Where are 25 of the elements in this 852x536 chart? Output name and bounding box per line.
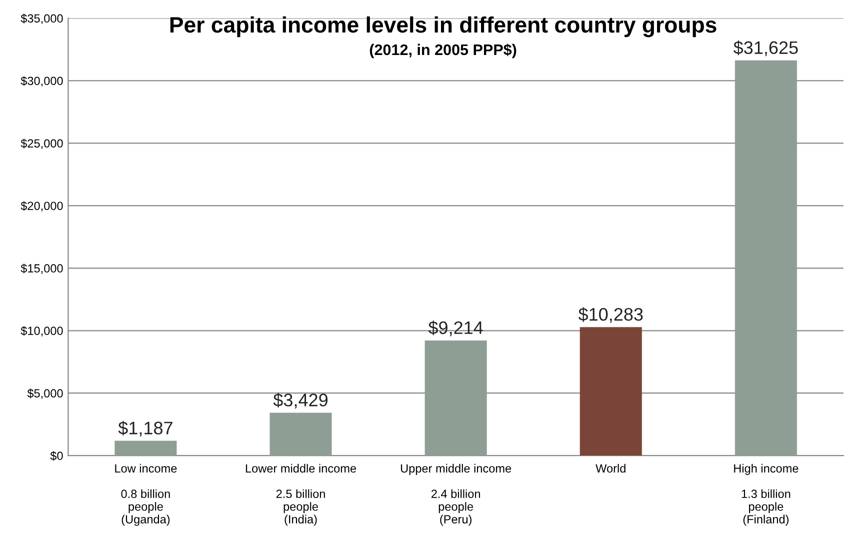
data-label: $3,429 bbox=[273, 392, 328, 409]
category-label: Upper middle income 2.4 billion people (Peru) bbox=[400, 464, 512, 526]
category-label: Low income 0.8 billion people (Uganda) bbox=[115, 464, 177, 526]
data-label: $10,283 bbox=[578, 307, 643, 323]
x-tick-label: World bbox=[596, 464, 626, 473]
category-label: High income 1.3 billion people (Finland) bbox=[734, 464, 798, 526]
chart-title: Per capita income levels in different country groups bbox=[170, 16, 716, 38]
bar bbox=[270, 412, 332, 456]
y-tick-label: $25,000 bbox=[20, 138, 63, 149]
y-tick-label: $0 bbox=[50, 451, 63, 461]
data-label: $31,625 bbox=[734, 40, 798, 56]
bar bbox=[114, 440, 177, 456]
category-label: Lower middle income 2.5 billion people (India) bbox=[246, 464, 356, 526]
y-tick-label: $30,000 bbox=[20, 76, 63, 86]
text: (2012, in 2005 PPP$) bbox=[370, 44, 516, 58]
y-tick-label: $15,000 bbox=[20, 264, 63, 274]
bar bbox=[734, 60, 797, 456]
y-tick-label: $10,000 bbox=[20, 326, 63, 336]
bar bbox=[424, 340, 487, 456]
y-tick-label: $5,000 bbox=[27, 388, 63, 399]
bar bbox=[580, 327, 642, 456]
y-tick-label: $35,000 bbox=[20, 14, 63, 24]
y-tick-label: $20,000 bbox=[20, 201, 63, 212]
data-label: $9,214 bbox=[428, 320, 483, 336]
data-label: $1,187 bbox=[118, 420, 172, 437]
